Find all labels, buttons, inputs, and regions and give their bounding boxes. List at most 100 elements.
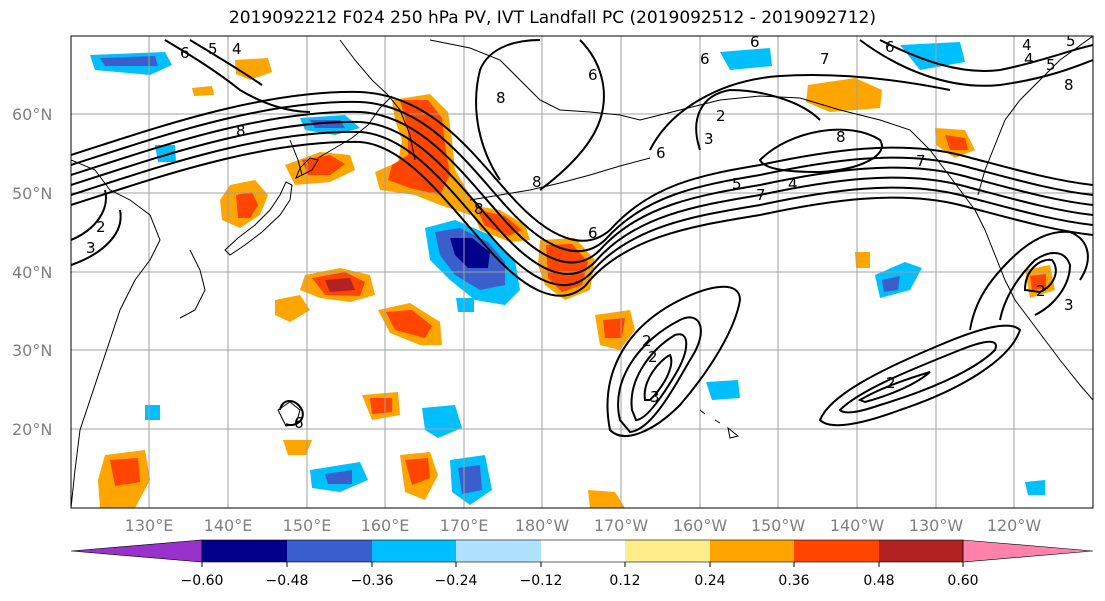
contour-label: 7	[820, 50, 830, 68]
colorbar: −0.60 −0.48 −0.36 −0.24 −0.12 0.12 0.24 …	[70, 539, 1094, 589]
colorbar-tick-label: −0.48	[266, 573, 309, 589]
colorbar-segment-4	[456, 540, 541, 562]
map-title: 2019092212 F024 250 hPa PV, IVT Landfall…	[228, 8, 876, 28]
contour-label: 6	[700, 50, 710, 68]
colorbar-tick-label: 0.48	[863, 573, 894, 589]
shade-negative	[720, 48, 772, 70]
contour-label: 6	[750, 33, 760, 51]
plot-frame	[70, 35, 1094, 509]
lat-label: 50°N	[12, 184, 52, 203]
colorbar-tick-label: 0.36	[778, 573, 809, 589]
contour-label: 5	[732, 175, 742, 193]
contour-label: 3	[1064, 296, 1074, 314]
colorbar-segment-10	[962, 539, 1094, 563]
contour-label: 2	[716, 107, 726, 125]
shade-positive	[386, 310, 432, 338]
colorbar-segment-5	[541, 540, 625, 562]
contour-label: 6	[180, 44, 190, 62]
contour-label: 3	[86, 239, 96, 257]
colorbar-segment-7	[710, 540, 794, 562]
shade-positive	[275, 295, 310, 322]
shade-positive	[370, 398, 392, 414]
colorbar-tick-label: 0.60	[947, 573, 978, 589]
contour-label: 3	[650, 388, 660, 406]
shade-positive	[325, 278, 355, 292]
shade-positive	[405, 458, 430, 485]
shade-negative	[882, 276, 900, 292]
lon-label: 160°E	[361, 516, 410, 535]
shade-positive	[388, 100, 450, 195]
lon-label: 170°E	[440, 516, 489, 535]
contour-label: 5	[208, 40, 218, 58]
contour-label: 2	[886, 374, 896, 392]
contour-label: 7	[756, 186, 766, 204]
colorbar-frame	[201, 539, 964, 563]
lon-label: 140°E	[204, 516, 253, 535]
shade-positive	[110, 458, 140, 486]
contour-label: 5	[1046, 56, 1056, 74]
lon-label: 180°W	[515, 516, 570, 535]
longitude-labels: 130°E 140°E 150°E 160°E 170°E 180°W 170°…	[125, 516, 1042, 535]
contour-label: 7	[916, 152, 926, 170]
colorbar-tick-label: 0.24	[694, 573, 725, 589]
contour-label: 2	[1036, 282, 1046, 300]
colorbar-segment-2	[287, 540, 372, 562]
lon-label: 150°E	[283, 516, 332, 535]
lon-label: 150°W	[751, 516, 806, 535]
lon-label: 130°E	[125, 516, 174, 535]
shade-positive	[546, 244, 588, 292]
colorbar-segment-8	[794, 540, 879, 562]
shade-negative	[458, 465, 482, 494]
shade-positive	[236, 192, 258, 218]
lat-label: 20°N	[12, 420, 52, 439]
contour-label: 6	[588, 224, 598, 242]
latitude-labels: 60°N 50°N 40°N 30°N 20°N	[12, 105, 52, 439]
lon-label: 140°W	[830, 516, 885, 535]
shade-positive	[283, 440, 312, 455]
colorbar-tick-label: −0.24	[435, 573, 478, 589]
contour-label: 5	[1066, 32, 1076, 50]
shade-negative	[450, 238, 490, 268]
lon-label: 160°W	[673, 516, 728, 535]
shade-negative	[145, 405, 160, 420]
lat-label: 60°N	[12, 105, 52, 124]
lon-label: 170°W	[594, 516, 649, 535]
colorbar-segment-0	[70, 539, 203, 563]
contour-label: 4	[788, 175, 798, 193]
shade-negative	[100, 56, 158, 66]
shade-negative	[706, 380, 740, 400]
shade-negative	[325, 470, 352, 484]
colorbar-segment-6	[625, 540, 710, 562]
coastlines	[71, 36, 1093, 508]
shade-negative	[456, 298, 474, 312]
shade-positive	[478, 210, 522, 236]
shade-negative	[900, 42, 965, 70]
contour-label: 2	[648, 348, 658, 366]
contour-label: 8	[474, 200, 484, 218]
colorbar-tick-label: −0.12	[520, 573, 563, 589]
shade-positive	[302, 155, 345, 175]
contour-label: 6	[885, 38, 895, 56]
contour-label: 2	[642, 332, 652, 350]
contour-label: 6	[588, 66, 598, 84]
contour-label: 6	[656, 144, 666, 162]
shade-positive	[192, 86, 214, 96]
colorbar-segment-9	[879, 540, 963, 562]
contour-label: 8	[532, 173, 542, 191]
lon-label: 130°W	[909, 516, 964, 535]
contour-label: 8	[496, 89, 506, 107]
colorbar-segment-1	[202, 540, 287, 562]
contour-label: 8	[236, 122, 246, 140]
contour-label: 4	[232, 40, 242, 58]
shade-positive	[806, 78, 882, 112]
contour-label: 3	[704, 130, 714, 148]
lon-label: 120°W	[987, 516, 1042, 535]
colorbar-tick-label: −0.60	[181, 573, 224, 589]
shade-negative	[1025, 480, 1045, 495]
contour-labels: 6 5 4 8 6 7 6 4 5 8 2 3 6 8 8 6 2 3 4 5 …	[86, 32, 1076, 432]
colorbar-segment-3	[372, 540, 456, 562]
contour-label: 6	[294, 414, 304, 432]
contour-label: 4	[1022, 36, 1032, 54]
shade-positive	[945, 135, 968, 150]
